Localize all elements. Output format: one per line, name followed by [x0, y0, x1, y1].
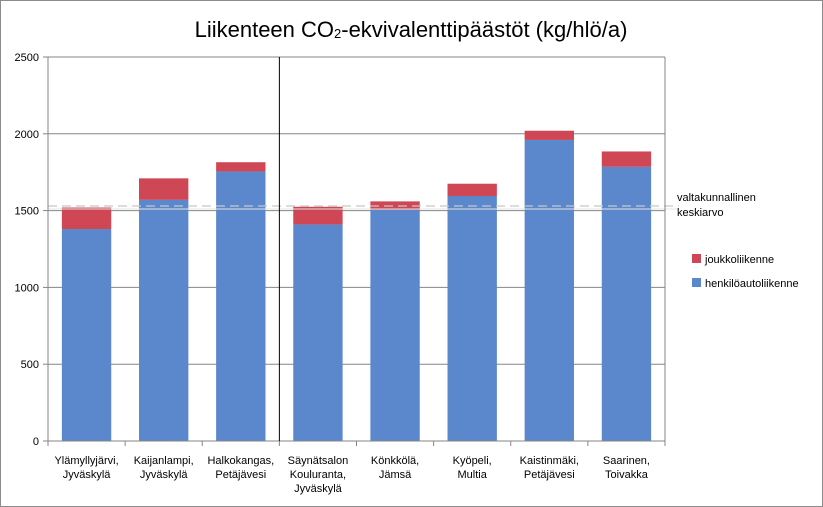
x-category-label: Kaistinmäki,	[520, 455, 579, 467]
x-category-label: Jämsä	[379, 469, 412, 481]
y-axis-ticks: 0 500 1000 1500 2000 2500	[15, 52, 48, 448]
x-category-label: Saarinen,	[603, 455, 650, 467]
y-tick-label: 0	[33, 436, 39, 448]
bar-joukko-0	[61, 207, 112, 230]
x-category-label: Säynätsalon	[288, 455, 349, 467]
legend-label: joukkoliikenne	[704, 254, 774, 266]
bar-henkiloauto-6	[524, 139, 574, 441]
y-tick-label: 500	[21, 359, 39, 371]
x-category-label: Multia	[458, 469, 488, 481]
legend-swatch	[692, 278, 701, 287]
x-category-label: Ylämyllyjärvi,	[54, 455, 118, 467]
reference-line-label: valtakunnallinen	[677, 192, 756, 204]
x-category-label: Jyväskylä	[294, 483, 343, 495]
y-tick-label: 1000	[15, 282, 39, 294]
bar-joukko-4	[370, 201, 420, 210]
axes	[47, 57, 666, 446]
bar-joukko-3	[293, 206, 343, 225]
x-category-label: Petäjävesi	[215, 469, 266, 481]
x-axis-categories: Ylämyllyjärvi, Jyväskylä Kaijanlampi, Jyväs…	[54, 455, 650, 495]
bar-joukko-1	[139, 178, 189, 200]
x-category-label: Petäjävesi	[524, 469, 575, 481]
bar-henkiloauto-2	[216, 171, 266, 441]
y-tick-label: 1500	[15, 206, 39, 218]
x-category-label: Kaijanlampi,	[134, 455, 194, 467]
bar-henkiloauto-3	[293, 224, 343, 441]
legend-swatch	[692, 254, 701, 263]
bar-series	[61, 130, 652, 441]
chart-title: Liikenteen CO2-ekvivalenttipäästöt (kg/h…	[195, 17, 628, 42]
bar-joukko-7	[601, 151, 652, 167]
x-category-label: Jyväskylä	[63, 469, 112, 481]
bar-henkiloauto-7	[601, 166, 652, 441]
x-category-label: Kyöpeli,	[453, 455, 492, 467]
x-category-label: Jyväskylä	[140, 469, 189, 481]
legend-label: henkilöautoliikenne	[705, 278, 799, 290]
x-category-label: Halkokangas,	[207, 455, 274, 467]
y-tick-label: 2500	[15, 52, 39, 64]
bar-joukko-2	[216, 162, 266, 172]
reference-line-group: valtakunnallinen keskiarvo	[48, 192, 756, 219]
bar-henkiloauto-4	[370, 209, 420, 441]
bar-henkiloauto-5	[447, 196, 497, 441]
bar-henkiloauto-1	[139, 199, 189, 441]
bar-joukko-5	[447, 183, 497, 197]
bar-henkiloauto-0	[61, 229, 112, 441]
reference-line-label: keskiarvo	[677, 207, 723, 219]
legend: joukkoliikenne henkilöautoliikenne	[692, 254, 799, 290]
y-tick-label: 2000	[15, 129, 39, 141]
x-category-label: Kouluranta,	[290, 469, 346, 481]
x-category-label: Könkkölä,	[371, 455, 419, 467]
x-category-label: Toivakka	[605, 469, 649, 481]
bar-joukko-6	[524, 130, 574, 140]
